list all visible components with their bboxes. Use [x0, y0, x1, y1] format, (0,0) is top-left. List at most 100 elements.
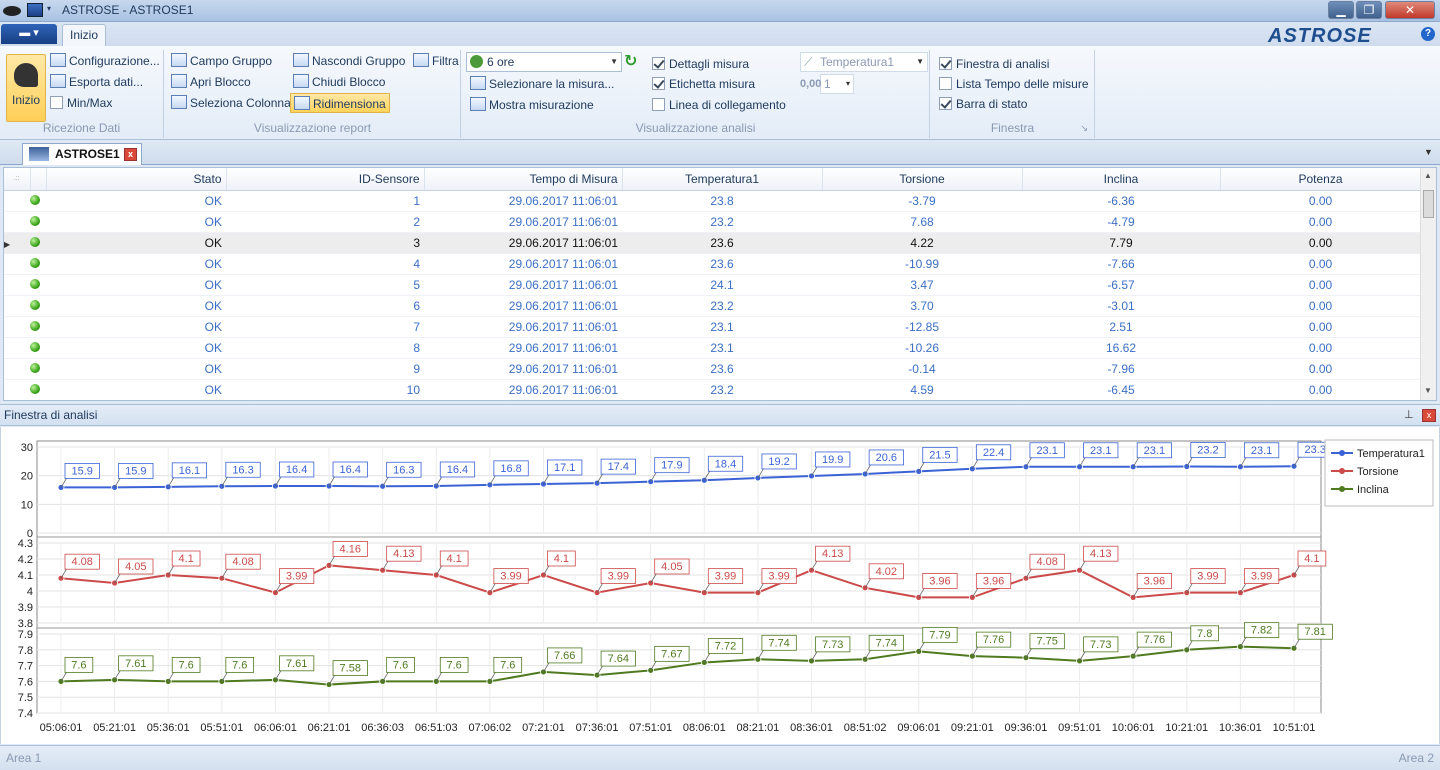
cell-temperatura1[interactable]: 23.2 — [622, 379, 822, 400]
cell-id-sensore[interactable]: 9 — [226, 358, 424, 380]
cell-stato[interactable]: OK — [46, 295, 226, 317]
data-point[interactable] — [57, 677, 65, 685]
data-point[interactable] — [593, 671, 601, 679]
cell-inclina[interactable]: -7.96 — [1022, 358, 1220, 380]
series-line-inclina[interactable] — [60, 645, 1295, 686]
refresh-button[interactable]: ↻ — [624, 52, 637, 72]
etichetta-misura-checkbox[interactable]: Etichetta misura — [652, 74, 755, 94]
row-selector[interactable] — [4, 358, 30, 380]
data-point[interactable] — [1183, 463, 1191, 470]
cell-stato[interactable]: OK — [46, 232, 226, 254]
cell-torsione[interactable]: -10.99 — [822, 253, 1022, 275]
cell-tempo-di-misura[interactable]: 29.06.2017 11:06:01 — [424, 274, 622, 296]
column-header-id-sensore[interactable]: ID-Sensore — [226, 168, 425, 191]
table-row[interactable]: OK 7 29.06.2017 11:06:01 23.1 -12.85 2.51 0.00 — [4, 316, 1421, 338]
data-point[interactable] — [486, 677, 494, 685]
dettagli-check[interactable] — [652, 57, 665, 70]
column-header-potenza[interactable]: Potenza — [1220, 168, 1422, 191]
cell-tempo-di-misura[interactable]: 29.06.2017 11:06:01 — [424, 253, 622, 275]
cell-potenza[interactable]: 0.00 — [1220, 358, 1421, 380]
scroll-down-icon[interactable]: ▼ — [1424, 386, 1432, 395]
close-tab-icon[interactable]: x — [124, 148, 137, 161]
seleziona-colonna-button[interactable]: Seleziona Colonna — [171, 93, 291, 113]
cell-temperatura1[interactable]: 23.6 — [622, 358, 822, 380]
data-point[interactable] — [218, 574, 226, 582]
linea-collegamento-checkbox[interactable]: Linea di collegamento — [652, 95, 786, 115]
column-header-tempo-di-misura[interactable]: Tempo di Misura — [424, 168, 623, 191]
mostra-misurazione-button[interactable]: Mostra misurazione — [470, 95, 594, 115]
column-header-stato[interactable]: Stato — [46, 168, 227, 191]
data-point[interactable] — [808, 472, 815, 480]
esporta-dati-button[interactable]: Esporta dati... — [50, 72, 143, 92]
table-row[interactable]: OK 4 29.06.2017 11:06:01 23.6 -10.99 -7.66 0.0… — [4, 253, 1421, 275]
data-point[interactable] — [325, 561, 333, 569]
close-button[interactable]: ✕ — [1385, 1, 1435, 19]
cell-torsione[interactable]: 3.47 — [822, 274, 1022, 296]
row-selector[interactable] — [4, 274, 30, 296]
data-point[interactable] — [379, 566, 387, 574]
cell-stato[interactable]: OK — [46, 316, 226, 338]
filtra-button[interactable]: Filtra — [413, 51, 459, 71]
row-indicator-header[interactable]: .:: — [4, 168, 31, 191]
scroll-up-icon[interactable]: ▲ — [1424, 171, 1432, 180]
table-row[interactable]: OK 10 29.06.2017 11:06:01 23.2 4.59 -6.45 0.00 — [4, 379, 1421, 400]
selezionare-misura-button[interactable]: Selezionare la misura... — [470, 74, 614, 94]
cell-torsione[interactable]: 7.68 — [822, 211, 1022, 233]
maximize-button[interactable]: ❐ — [1356, 1, 1382, 19]
cell-potenza[interactable]: 0.00 — [1220, 253, 1421, 275]
cell-tempo-di-misura[interactable]: 29.06.2017 11:06:01 — [424, 211, 622, 233]
cell-tempo-di-misura[interactable]: 29.06.2017 11:06:01 — [424, 232, 622, 254]
cell-inclina[interactable]: -6.45 — [1022, 379, 1220, 400]
cell-torsione[interactable]: 3.70 — [822, 295, 1022, 317]
cell-potenza[interactable]: 0.00 — [1220, 316, 1421, 338]
data-point[interactable] — [968, 465, 976, 473]
cell-temperatura1[interactable]: 23.2 — [622, 211, 822, 233]
cell-torsione[interactable]: 4.59 — [822, 379, 1022, 400]
document-tab-astrose1[interactable]: ASTROSE1 x — [22, 143, 142, 165]
apri-blocco-button[interactable]: Apri Blocco — [171, 72, 251, 92]
cell-potenza[interactable]: 0.00 — [1220, 274, 1421, 296]
etichetta-check[interactable] — [652, 77, 665, 90]
cell-id-sensore[interactable]: 10 — [226, 379, 424, 400]
application-button[interactable]: ▬ ▾ — [1, 24, 57, 44]
vertical-scrollbar[interactable]: ▲ ▼ — [1420, 168, 1436, 400]
data-point[interactable] — [1076, 566, 1083, 574]
data-point[interactable] — [1129, 593, 1137, 601]
table-row[interactable]: OK 1 29.06.2017 11:06:01 23.8 -3.79 -6.36 0.00 — [4, 190, 1421, 212]
data-point[interactable] — [1236, 643, 1244, 651]
data-point[interactable] — [915, 467, 923, 475]
table-row[interactable]: OK 8 29.06.2017 11:06:01 23.1 -10.26 16.62 0.0… — [4, 337, 1421, 359]
cell-torsione[interactable]: -10.26 — [822, 337, 1022, 359]
cell-inclina[interactable]: -3.01 — [1022, 295, 1220, 317]
cell-torsione[interactable]: -0.14 — [822, 358, 1022, 380]
digits-select[interactable]: 1 ▾ — [820, 74, 854, 94]
cell-tempo-di-misura[interactable]: 29.06.2017 11:06:01 — [424, 190, 622, 212]
cell-id-sensore[interactable]: 7 — [226, 316, 424, 338]
row-selector[interactable]: ▶ — [4, 232, 30, 254]
data-point[interactable] — [218, 482, 226, 490]
scrollbar-thumb[interactable] — [1423, 190, 1434, 218]
row-selector[interactable] — [4, 295, 30, 317]
cell-inclina[interactable]: 7.79 — [1022, 232, 1220, 254]
data-point[interactable] — [379, 677, 387, 685]
data-point[interactable] — [164, 483, 172, 491]
data-point[interactable] — [164, 677, 172, 685]
cell-inclina[interactable]: -6.57 — [1022, 274, 1220, 296]
cell-tempo-di-misura[interactable]: 29.06.2017 11:06:01 — [424, 295, 622, 317]
row-selector[interactable] — [4, 337, 30, 359]
cell-stato[interactable]: OK — [46, 211, 226, 233]
campo-gruppo-button[interactable]: Campo Gruppo — [171, 51, 272, 71]
cell-inclina[interactable]: -6.36 — [1022, 190, 1220, 212]
series-line-torsione[interactable] — [60, 564, 1295, 599]
table-row[interactable]: OK 5 29.06.2017 11:06:01 24.1 3.47 -6.57 0.00 — [4, 274, 1421, 296]
row-selector[interactable] — [4, 316, 30, 338]
cell-id-sensore[interactable]: 4 — [226, 253, 424, 275]
data-point[interactable] — [1022, 654, 1030, 662]
cell-id-sensore[interactable]: 5 — [226, 274, 424, 296]
time-range-select[interactable]: 6 ore ▼ — [466, 52, 622, 72]
cell-potenza[interactable]: 0.00 — [1220, 190, 1421, 212]
cell-torsione[interactable]: 4.22 — [822, 232, 1022, 254]
cell-temperatura1[interactable]: 23.1 — [622, 316, 822, 338]
table-row[interactable]: OK 9 29.06.2017 11:06:01 23.6 -0.14 -7.96 0.00 — [4, 358, 1421, 380]
cell-torsione[interactable]: -3.79 — [822, 190, 1022, 212]
